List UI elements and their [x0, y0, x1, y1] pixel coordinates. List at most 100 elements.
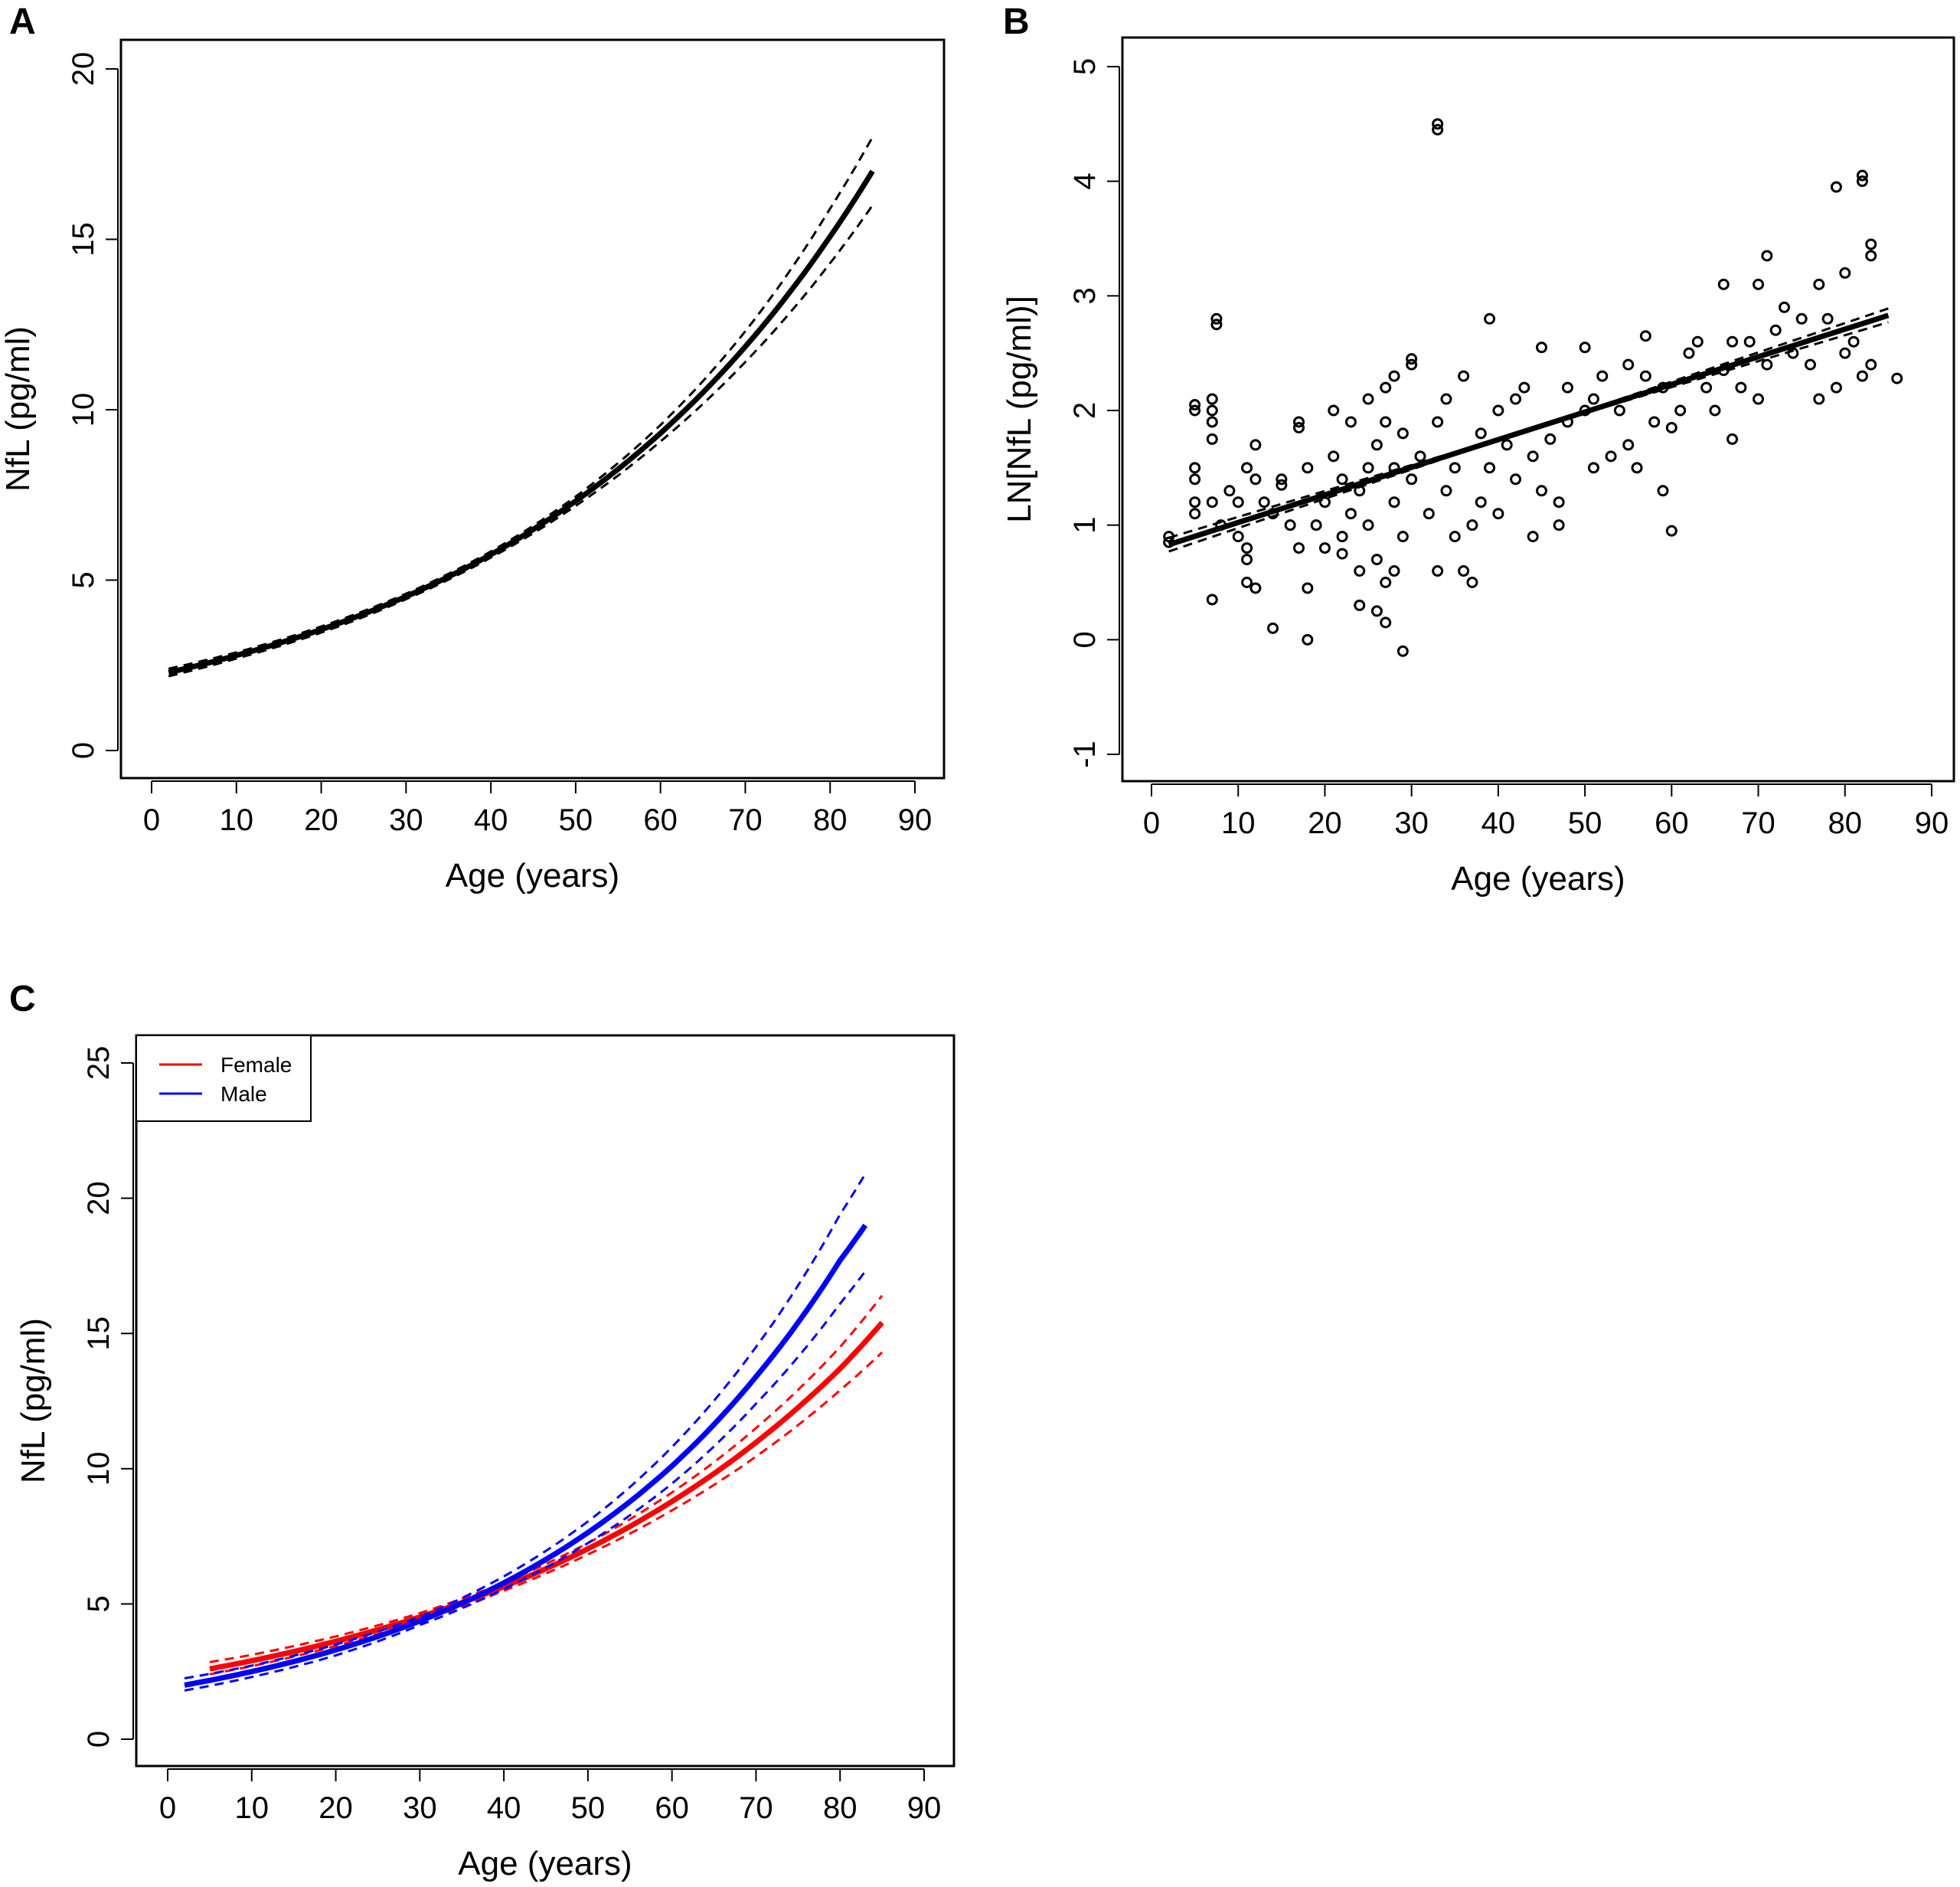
- data-point: [1241, 554, 1253, 566]
- data-point: [1440, 485, 1452, 497]
- data-point: [1406, 358, 1418, 371]
- data-point: [1553, 519, 1565, 531]
- data-point: [1318, 542, 1331, 554]
- data-point: [1189, 404, 1201, 417]
- plot-frame: [119, 38, 946, 780]
- x-tick-label: 20: [318, 1791, 353, 1825]
- data-point: [1310, 519, 1322, 531]
- data-point: [1856, 370, 1868, 382]
- data-point: [1336, 548, 1348, 560]
- data-point: [1241, 577, 1253, 588]
- data-point: [1665, 525, 1677, 537]
- data-point: [1726, 433, 1739, 445]
- panel-b-chart: 0 10 20 30 40 50 60 70 80 90 Age (years) -1 0 1 2 3 4 5 LN…: [1001, 36, 1955, 898]
- data-point: [1380, 616, 1392, 629]
- data-point: [1501, 439, 1513, 451]
- y-tick-label: 4: [1068, 173, 1102, 190]
- data-point: [1267, 622, 1279, 634]
- x-tick-label: 90: [1915, 806, 1949, 840]
- legend-label-female: Female: [220, 1053, 292, 1077]
- data-point: [1423, 508, 1435, 520]
- y-tick-label: 0: [1068, 631, 1102, 648]
- data-point: [1370, 554, 1383, 566]
- data-point: [1839, 267, 1851, 279]
- data-point: [1380, 381, 1392, 394]
- data-point: [1683, 347, 1695, 359]
- x-tick-label: 80: [823, 1791, 858, 1825]
- data-point: [1769, 324, 1782, 336]
- data-point: [1466, 519, 1478, 531]
- data-point: [1223, 485, 1236, 497]
- x-tick-label: 50: [1568, 806, 1602, 840]
- data-point: [1510, 393, 1522, 405]
- data-point: [1622, 358, 1635, 371]
- x-tick-label: 70: [1741, 806, 1775, 840]
- data-point: [1891, 372, 1903, 384]
- data-point: [1631, 462, 1643, 474]
- data-point: [1432, 416, 1444, 428]
- x-tick-label: 50: [559, 803, 593, 837]
- x-tick-label: 90: [907, 1791, 942, 1825]
- data-point: [1189, 496, 1201, 509]
- x-tick-label: 70: [739, 1791, 773, 1825]
- panel-label-b: B: [1003, 2, 1030, 42]
- data-point: [1336, 473, 1348, 486]
- panel-c-chart: 0 10 20 30 40 50 60 70 80 90 Age (years) 0 5 10 15 20 25…: [15, 1034, 956, 1882]
- y-tick-label: 5: [67, 571, 100, 588]
- data-point: [1354, 599, 1366, 611]
- data-point: [1250, 473, 1262, 486]
- data-point: [1674, 404, 1687, 417]
- y-tick-label: 3: [1068, 287, 1102, 304]
- data-point: [1553, 496, 1565, 509]
- data-point: [1544, 433, 1557, 445]
- x-tick-label: 60: [643, 803, 678, 837]
- x-axis-title: Age (years): [1451, 860, 1625, 898]
- data-point: [1206, 416, 1218, 428]
- x-tick-label: 10: [1221, 806, 1256, 840]
- data-point: [1232, 496, 1244, 509]
- data-point: [1232, 531, 1244, 543]
- data-point: [1804, 358, 1816, 371]
- data-point: [1440, 393, 1452, 405]
- data-point: [1406, 473, 1418, 486]
- x-tick-label: 30: [403, 1791, 437, 1825]
- data-point: [1210, 312, 1223, 325]
- data-point: [1380, 577, 1392, 588]
- data-point: [1206, 433, 1218, 445]
- data-point: [1657, 485, 1669, 497]
- x-tick-label: 0: [159, 1791, 176, 1825]
- data-point: [1665, 421, 1677, 433]
- data-point: [1779, 301, 1791, 313]
- male-fit-line: [184, 1223, 868, 1688]
- upper-ci-line: [1168, 307, 1889, 553]
- x-tick-label: 80: [1828, 806, 1863, 840]
- data-point: [1328, 404, 1340, 417]
- legend-box: [136, 1035, 312, 1122]
- y-tick-label: 2: [1068, 402, 1102, 419]
- y-axis-title: NfL (pg/ml): [15, 1318, 52, 1483]
- data-point: [1484, 462, 1496, 474]
- x-tick-label: 10: [235, 1791, 270, 1825]
- data-point: [1210, 319, 1223, 331]
- data-point: [1536, 342, 1547, 354]
- data-point: [1354, 565, 1366, 577]
- y-tick-label: 0: [67, 742, 100, 759]
- data-point: [1432, 565, 1444, 577]
- data-point: [1587, 462, 1599, 474]
- data-point: [1406, 353, 1418, 365]
- x-tick-label: 70: [728, 803, 763, 837]
- x-tick-label: 10: [220, 803, 254, 837]
- data-point: [1396, 427, 1409, 440]
- female-fit-line: [209, 1320, 884, 1672]
- y-tick-label: 20: [82, 1181, 116, 1215]
- data-point: [1344, 416, 1357, 428]
- data-point: [1856, 175, 1868, 188]
- x-tick-label: 80: [813, 803, 848, 837]
- data-point: [1753, 278, 1765, 290]
- data-point: [1336, 531, 1348, 543]
- data-point: [1613, 404, 1625, 417]
- data-point: [1292, 416, 1305, 428]
- x-tick-label: 30: [1394, 806, 1429, 840]
- data-point: [1700, 381, 1713, 394]
- data-point: [1302, 633, 1314, 646]
